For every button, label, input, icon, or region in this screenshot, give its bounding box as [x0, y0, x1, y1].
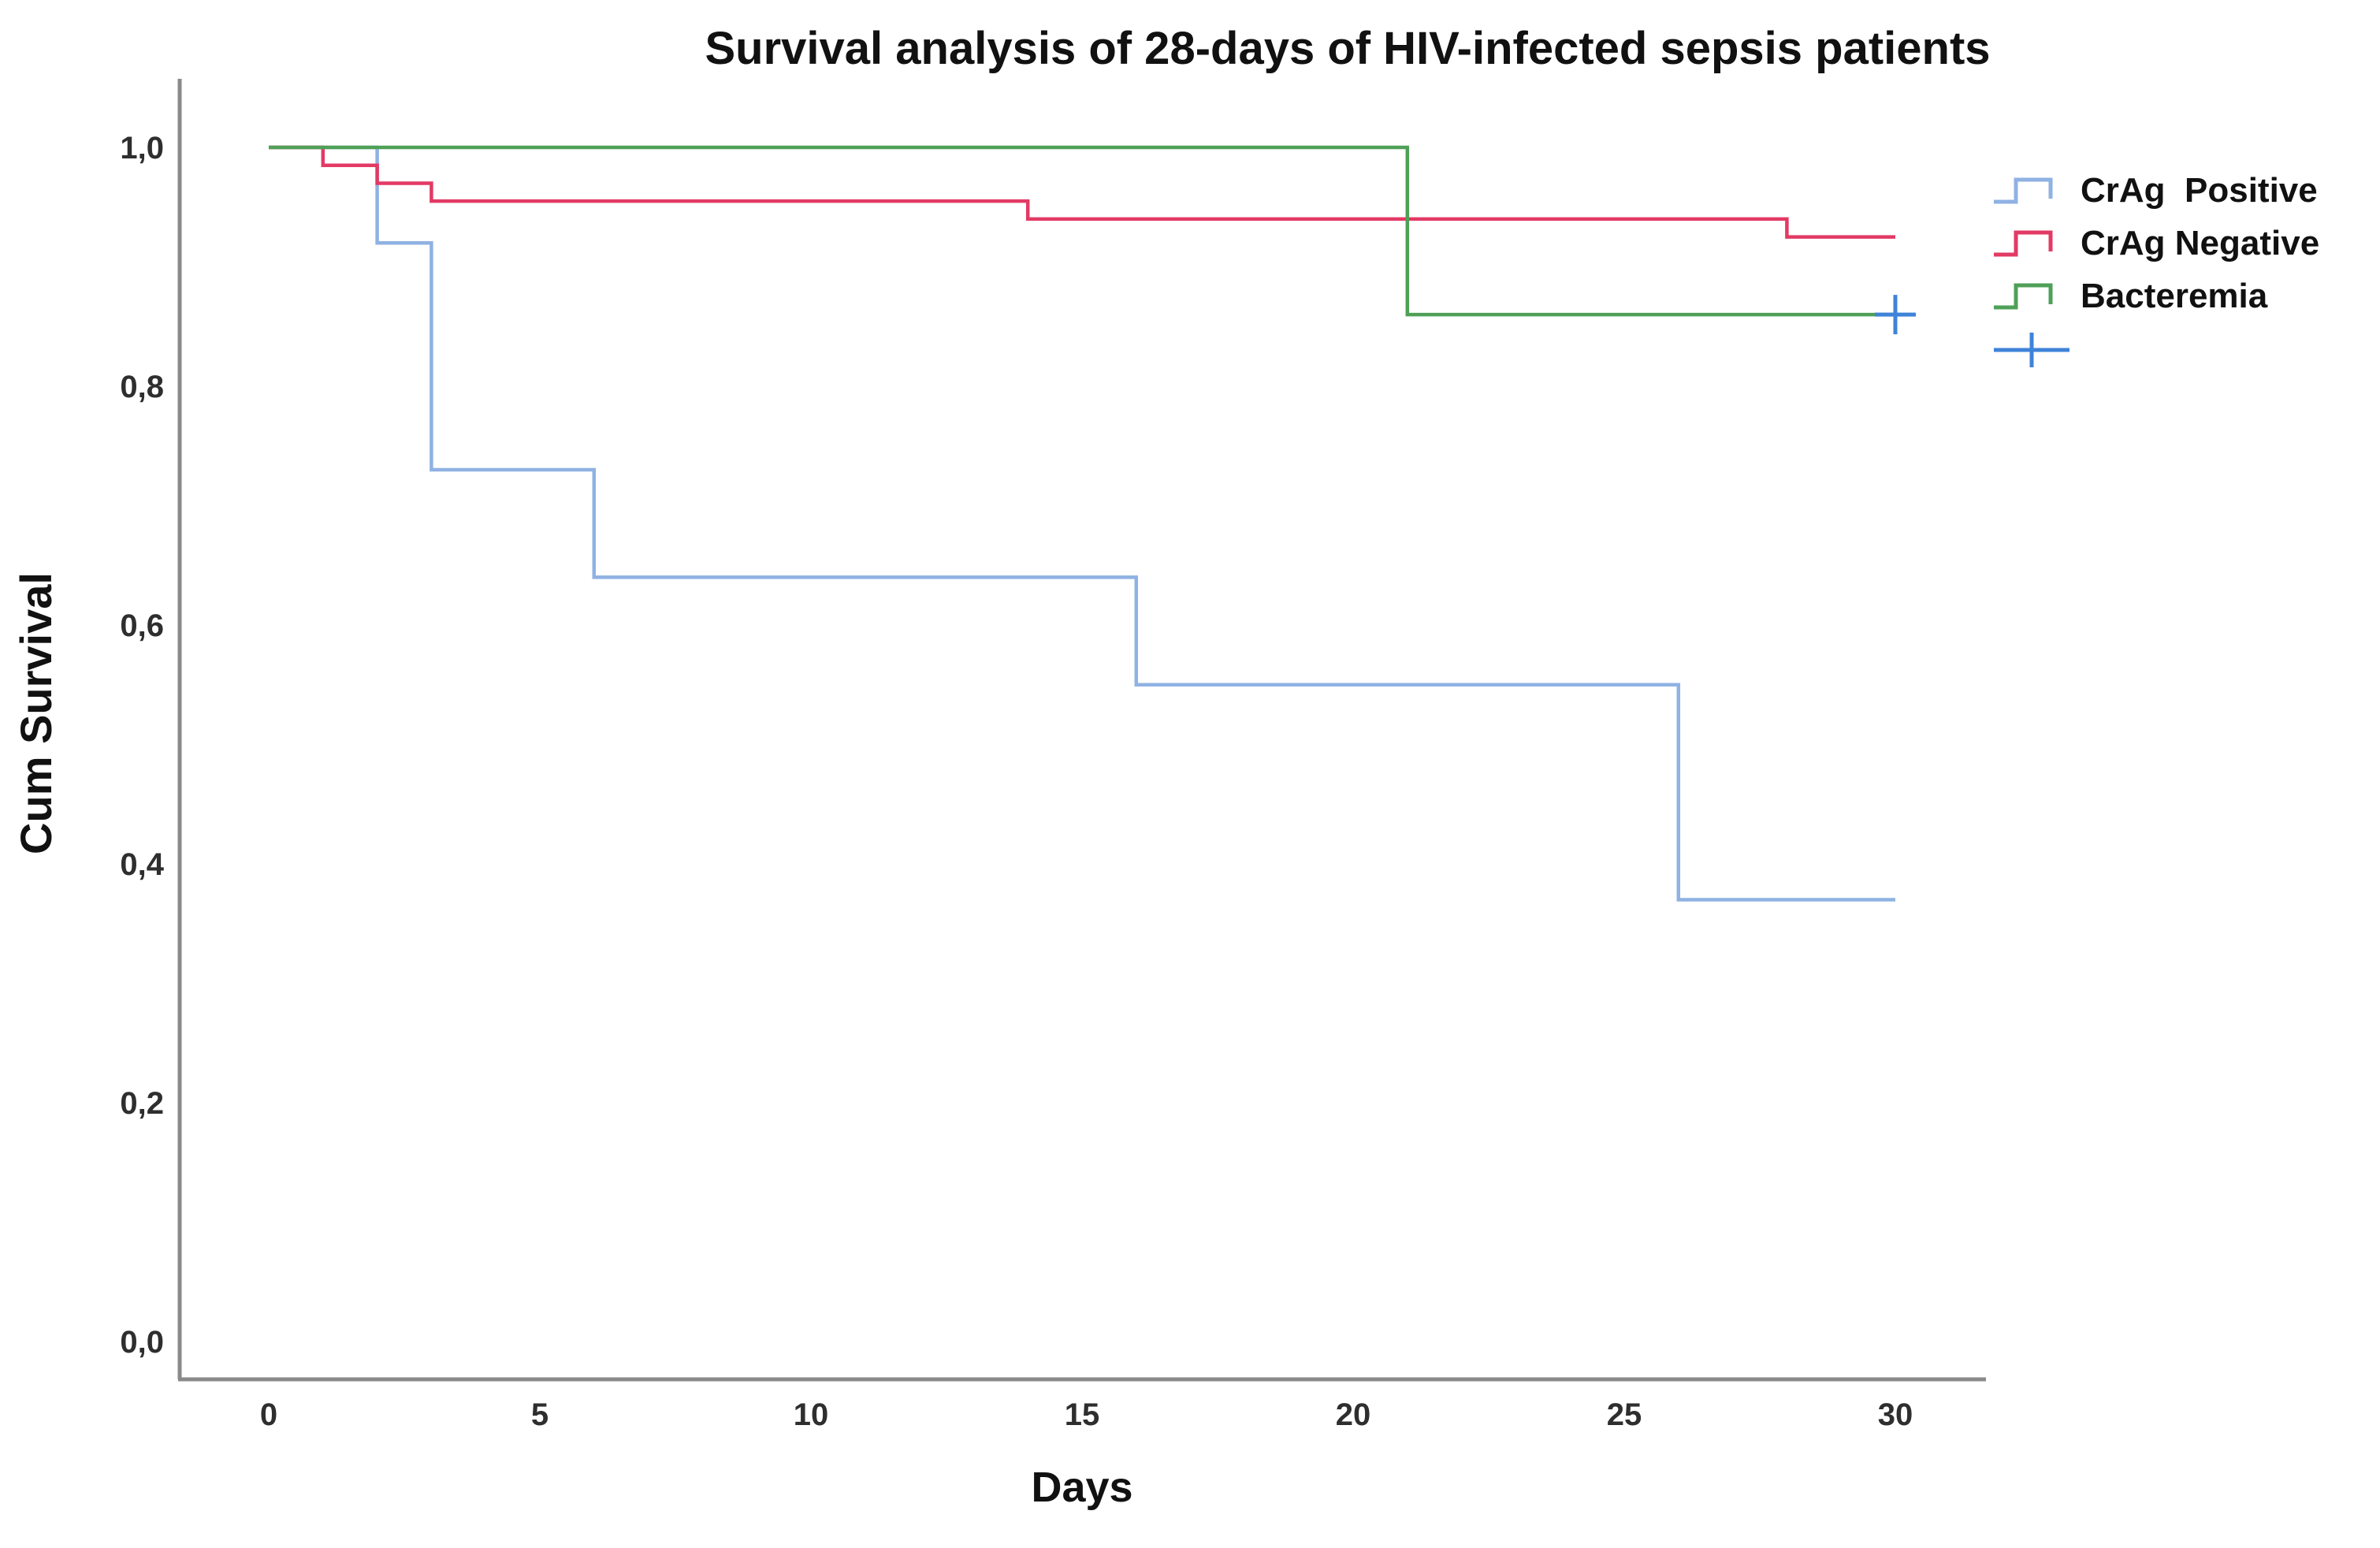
legend: CrAg Positive CrAg Negative Bacteremia	[1992, 169, 2319, 380]
x-tick-label: 30	[1878, 1397, 1913, 1432]
step-line-swatch-icon	[1994, 230, 2053, 257]
y-tick-label: 0,8	[120, 370, 164, 404]
y-tick-label: 0,2	[120, 1086, 164, 1121]
y-tick-label: 0,4	[120, 847, 164, 882]
y-tick-label: 1,0	[120, 131, 164, 166]
y-tick-label: 0,6	[120, 608, 164, 643]
step-line-swatch-icon	[1994, 283, 2053, 310]
legend-item-bacteremia: Bacteremia	[1992, 274, 2319, 318]
legend-item-crag-negative: CrAg Negative	[1992, 221, 2319, 266]
x-tick-label: 10	[794, 1397, 829, 1432]
step-line-swatch-icon	[1994, 177, 2053, 204]
legend-label-crag-negative: CrAg Negative	[2081, 224, 2320, 262]
x-tick-label: 5	[531, 1397, 549, 1432]
series-crag-positive-line	[269, 145, 1895, 902]
legend-item-censored	[1992, 327, 2319, 371]
legend-label-bacteremia: Bacteremia	[2081, 277, 2268, 315]
legend-label-crag-positive: CrAg Positive	[2081, 171, 2318, 210]
x-tick-label: 20	[1336, 1397, 1371, 1432]
series-crag-negative-line	[269, 145, 1895, 239]
x-tick-label: 15	[1065, 1397, 1100, 1432]
censored-plus-swatch-icon	[1994, 333, 2069, 367]
x-tick-label: 0	[260, 1397, 277, 1432]
series-bacteremia-line	[269, 145, 1895, 317]
x-tick-label: 25	[1607, 1397, 1642, 1432]
x-axis-title: Days	[1031, 1464, 1133, 1511]
legend-item-crag-positive: CrAg Positive	[1992, 169, 2319, 213]
chart-title: Survival analysis of 28-days of HIV-infe…	[705, 23, 1991, 74]
y-tick-label: 0,0	[120, 1325, 164, 1360]
